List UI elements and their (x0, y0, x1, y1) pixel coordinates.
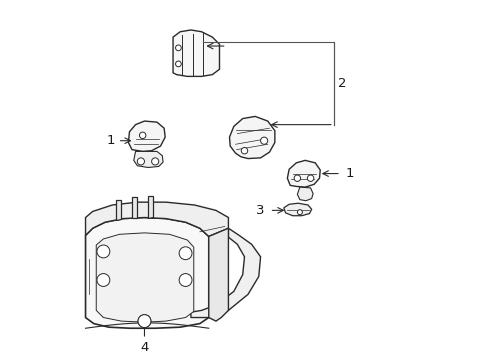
Polygon shape (173, 30, 219, 76)
Circle shape (175, 61, 181, 67)
Polygon shape (287, 160, 320, 187)
Polygon shape (116, 200, 121, 220)
Polygon shape (148, 196, 153, 217)
Circle shape (241, 148, 247, 154)
Circle shape (179, 274, 192, 287)
Circle shape (137, 158, 144, 165)
Circle shape (97, 245, 110, 258)
Circle shape (139, 132, 145, 139)
Polygon shape (283, 203, 311, 216)
Polygon shape (190, 228, 260, 318)
Polygon shape (85, 202, 228, 237)
Polygon shape (96, 233, 193, 322)
Polygon shape (134, 152, 163, 167)
Text: 1: 1 (106, 134, 115, 147)
Text: 2: 2 (338, 77, 346, 90)
Polygon shape (128, 121, 165, 152)
Text: 4: 4 (140, 341, 148, 354)
Circle shape (307, 175, 313, 181)
Polygon shape (132, 197, 137, 218)
Polygon shape (229, 116, 274, 158)
Text: 3: 3 (256, 204, 264, 217)
Circle shape (297, 210, 302, 215)
Text: 1: 1 (345, 167, 353, 180)
Circle shape (97, 274, 110, 287)
Polygon shape (297, 187, 312, 201)
Circle shape (138, 315, 151, 328)
Circle shape (175, 45, 181, 51)
Circle shape (294, 175, 300, 181)
Polygon shape (85, 217, 208, 328)
Circle shape (179, 247, 192, 260)
Polygon shape (208, 228, 228, 321)
Circle shape (151, 158, 159, 165)
Circle shape (138, 315, 151, 328)
Circle shape (260, 137, 267, 144)
